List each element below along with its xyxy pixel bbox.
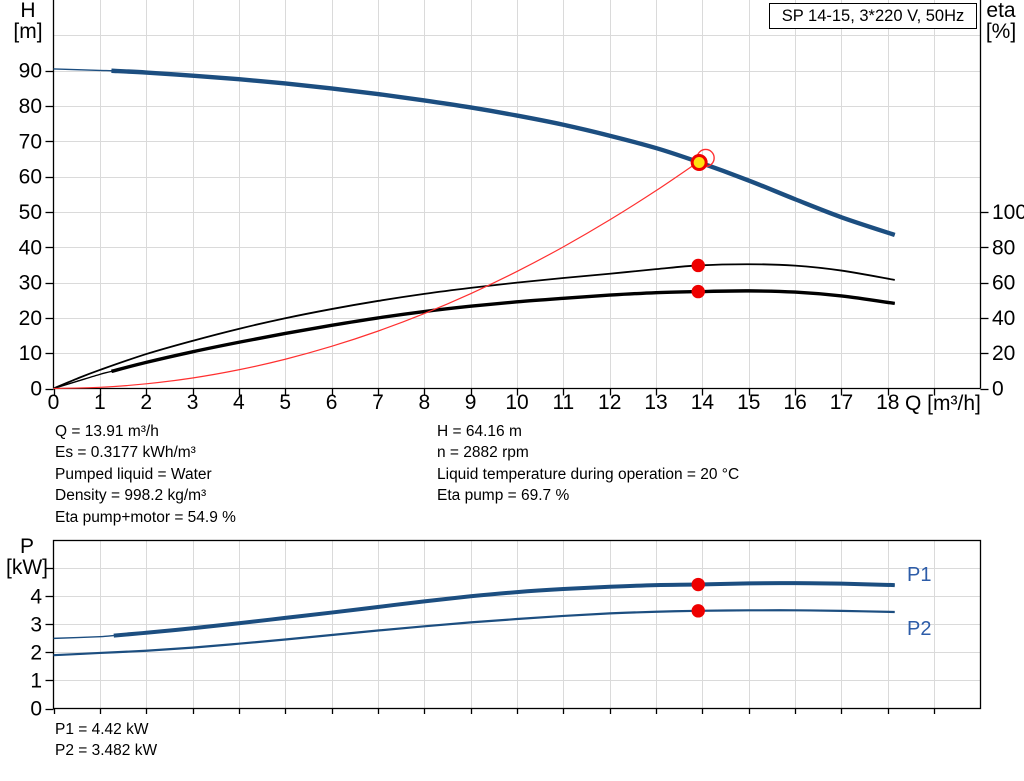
p-axis-title-unit: [kW]	[6, 556, 48, 579]
p-tick-label: 4	[30, 585, 42, 608]
p-tick-label: 3	[30, 613, 42, 636]
eta-tick-label: 0	[992, 378, 1004, 401]
info-line-eta-pump: Eta pump = 69.7 %	[437, 487, 570, 505]
eta-tick-label: 20	[992, 342, 1015, 365]
h-tick-label: 0	[30, 378, 42, 401]
h-tick-label: 50	[19, 201, 42, 224]
q-tick-label: 9	[465, 391, 477, 414]
eta-tick-label: 40	[992, 307, 1015, 330]
marker-eta-pump-dot	[691, 258, 705, 273]
eta-tick-label: 60	[992, 272, 1015, 295]
p-axis-title: P [kW]	[4, 536, 50, 578]
q-tick-label: 6	[326, 391, 338, 414]
q-axis-title: Q [m³/h]	[905, 392, 981, 415]
info-line-density: Density = 998.2 kg/m³	[55, 487, 207, 505]
bottom-chart: 0 1 2 3 4	[30, 539, 982, 721]
eta-tick-label: 80	[992, 236, 1015, 259]
q-tick-label: 11	[552, 391, 574, 414]
q-tick-label: 12	[598, 391, 621, 414]
q-tick-label: 8	[418, 391, 430, 414]
h-tick-label: 80	[19, 95, 42, 118]
curve-eta-pump-motor-thick	[111, 289, 895, 374]
curve-P2	[53, 609, 895, 657]
p-tick-label: 1	[30, 669, 42, 692]
h-tick-label: 20	[19, 307, 42, 330]
curve-system-curve	[53, 161, 699, 390]
marker-rated-duty-point	[690, 154, 708, 172]
q-tick-label: 14	[691, 391, 715, 414]
info-top-right: H = 64.16 m n = 2882 rpm Liquid temperat…	[437, 421, 739, 507]
info-top-left: Q = 13.91 m³/h Es = 0.3177 kWh/m³ Pumped…	[55, 421, 236, 528]
info-line-q: Q = 13.91 m³/h	[55, 423, 159, 440]
info-line-h: H = 64.16 m	[437, 423, 522, 440]
h-tick-label: 60	[19, 166, 42, 189]
info-line-n: n = 2882 rpm	[437, 444, 529, 462]
q-tick-label: 1	[94, 391, 106, 414]
info-line-p1: P1 = 4.42 kW	[55, 721, 149, 738]
info-bottom: P1 = 4.42 kW P2 = 3.482 kW	[55, 719, 157, 762]
p2-curve-label: P2	[907, 618, 932, 640]
q-tick-label: 7	[372, 391, 384, 414]
q-tick-label: 4	[233, 391, 245, 414]
q-tick-label: 2	[140, 391, 152, 414]
info-line-eta-pump-motor: Eta pump+motor = 54.9 %	[55, 508, 236, 526]
curve-head-curve	[53, 68, 895, 236]
h-axis-title-symbol: H	[20, 0, 36, 22]
q-tick-label: 16	[783, 391, 806, 414]
h-tick-label: 30	[19, 272, 42, 295]
q-tick-label: 18	[876, 391, 899, 414]
h-tick-label: 90	[19, 60, 42, 83]
pump-model-title: SP 14-15, 3*220 V, 50Hz	[769, 3, 977, 29]
info-line-liquid: Pumped liquid = Water	[55, 465, 212, 483]
marker-p2-dot	[691, 604, 705, 618]
q-tick-label: 0	[48, 391, 60, 414]
q-tick-label: 5	[279, 391, 291, 414]
q-tick-label: 15	[737, 391, 760, 414]
eta-tick-label: 100	[992, 201, 1024, 224]
marker-eta-pump-motor-dot	[691, 284, 705, 299]
h-axis-title-unit: [m]	[13, 20, 43, 43]
q-tick-label: 17	[830, 391, 853, 414]
curve-P1-thick	[113, 581, 895, 638]
info-line-temperature: Liquid temperature during operation = 20…	[437, 465, 740, 483]
q-tick-label: 10	[505, 391, 528, 414]
curve-head-curve-thick	[111, 68, 896, 238]
eta-axis-title: eta [%]	[978, 0, 1024, 42]
h-tick-label: 10	[19, 342, 42, 365]
curve-eta-pump	[53, 263, 895, 390]
h-axis-title: H [m]	[6, 0, 50, 42]
h-tick-label: 70	[19, 130, 42, 153]
info-line-p2: P2 = 3.482 kW	[55, 742, 158, 760]
q-tick-label: 3	[187, 391, 199, 414]
marker-p1-dot	[691, 577, 705, 592]
p-axis-title-symbol: P	[19, 535, 34, 558]
h-tick-label: 40	[19, 236, 42, 259]
q-tick-label: 13	[644, 391, 667, 414]
p1-curve-label: P1	[907, 564, 932, 586]
eta-axis-title-symbol: eta	[986, 0, 1016, 22]
p-tick-label: 0	[30, 698, 42, 721]
eta-axis-title-unit: [%]	[985, 20, 1017, 43]
p-tick-label: 2	[30, 641, 42, 664]
info-line-es: Es = 0.3177 kWh/m³	[55, 444, 196, 462]
